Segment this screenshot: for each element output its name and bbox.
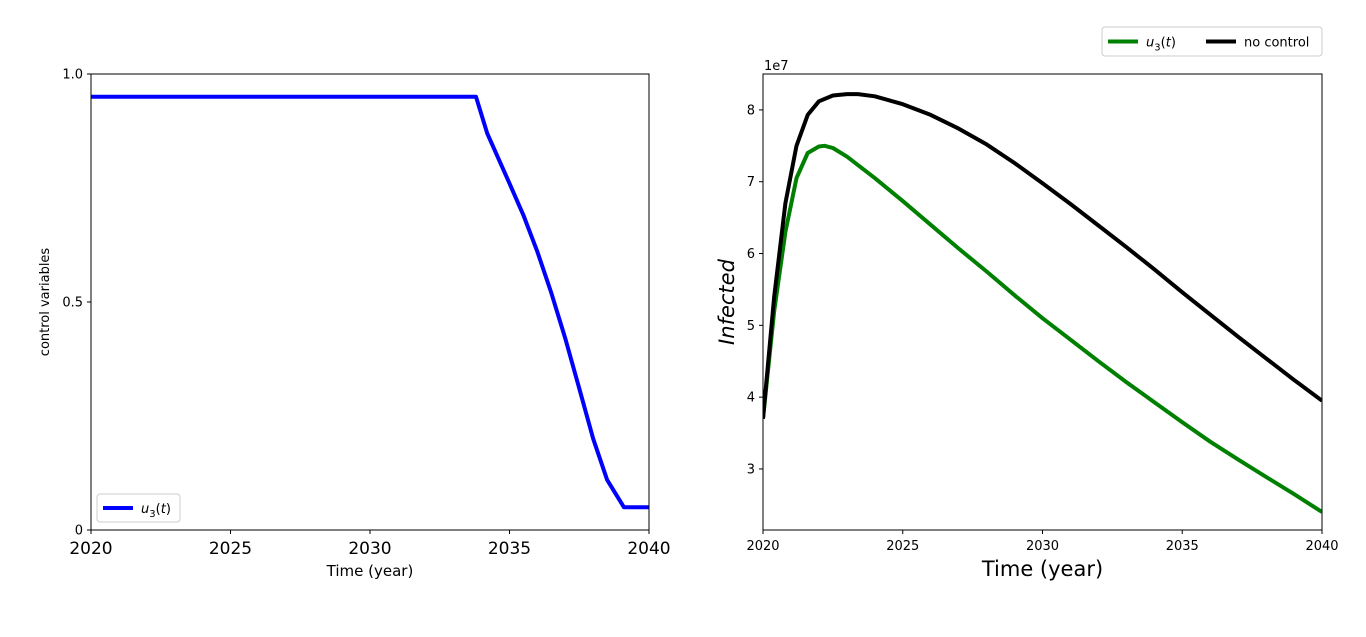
x-tick-label: 2035 — [488, 539, 531, 559]
y-axis-label: Infected — [715, 258, 739, 345]
legend-box — [96, 493, 181, 523]
y-tick-label: 5 — [747, 319, 755, 334]
x-tick-label: 2025 — [209, 539, 252, 559]
legend-label: no control — [1244, 36, 1309, 51]
series-line-no-control — [763, 92, 1322, 419]
x-tick-label: 2035 — [1166, 539, 1199, 554]
y-tick-label: 0 — [75, 524, 83, 539]
y-axis-offset-label: 1e7 — [764, 59, 789, 74]
y-tick-label: 6 — [747, 247, 755, 262]
y-tick-label: 1.0 — [62, 68, 83, 83]
infected-chart: 2020 2025 2030 2035 2040 3 4 5 6 7 8 1e7 Time (yea… — [715, 26, 1339, 581]
y-tick-label: 8 — [747, 103, 755, 118]
legend: u3(t) no control — [1101, 26, 1323, 57]
y-tick-label: 7 — [747, 175, 755, 190]
legend-label: u3(t) — [141, 502, 171, 520]
legend: u3(t) — [96, 493, 181, 523]
series-line-u3 — [763, 143, 1322, 514]
x-axis-label: Time (year) — [981, 557, 1103, 581]
x-tick-label: 2020 — [746, 539, 779, 554]
x-tick-label: 2040 — [1305, 539, 1338, 554]
x-tick-label: 2030 — [348, 539, 391, 559]
y-tick-label: 3 — [747, 462, 755, 477]
x-axis-label: Time (year) — [326, 562, 414, 580]
legend-label: u3(t) — [1146, 36, 1176, 54]
plot-frame — [90, 73, 650, 531]
x-tick-label: 2030 — [1026, 539, 1059, 554]
series-line-u3 — [91, 94, 649, 510]
y-tick-label: 4 — [747, 391, 755, 406]
y-tick-label: 0.5 — [62, 296, 83, 311]
x-tick-label: 2040 — [627, 539, 670, 559]
x-tick-label: 2025 — [886, 539, 919, 554]
y-axis-label: control variables — [38, 248, 53, 357]
x-tick-label: 2020 — [69, 539, 112, 559]
